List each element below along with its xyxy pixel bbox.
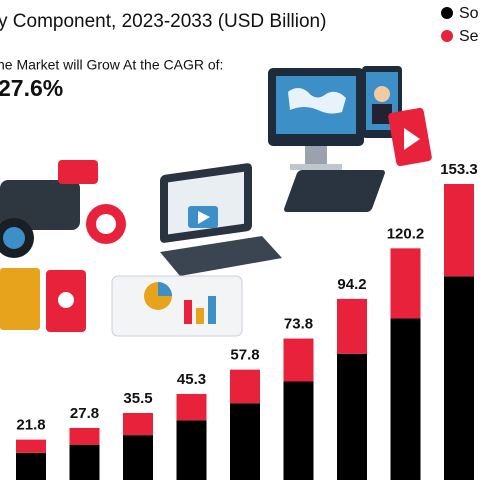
subtitle: he Market will Grow At the CAGR of: bbox=[0, 57, 223, 73]
total-label: 120.2 bbox=[387, 225, 425, 242]
bar-segment bbox=[176, 393, 207, 421]
total-label: 27.8 bbox=[70, 405, 99, 422]
bar-segment bbox=[69, 444, 100, 480]
bar-segment bbox=[123, 412, 153, 436]
total-label: 21.8 bbox=[16, 417, 45, 434]
cagr: 27.6% bbox=[0, 75, 63, 101]
total-label: 94.2 bbox=[337, 276, 366, 293]
bar-segment bbox=[230, 369, 260, 404]
bar-segment bbox=[444, 276, 474, 480]
bar-segment bbox=[230, 403, 260, 480]
bar-segment bbox=[390, 248, 421, 319]
chart-title: y Component, 2023-2033 (USD Billion) bbox=[0, 11, 326, 32]
total-label: 73.8 bbox=[284, 316, 313, 333]
legend-label: Se bbox=[459, 28, 479, 45]
bar-segment bbox=[283, 381, 314, 480]
legend-swatch bbox=[441, 30, 453, 42]
total-label: 153.3 bbox=[440, 161, 478, 178]
bar-segment bbox=[123, 435, 153, 480]
total-label: 45.3 bbox=[177, 371, 206, 388]
bar-segment bbox=[337, 298, 367, 354]
bar-segment bbox=[69, 427, 100, 445]
illustration bbox=[0, 66, 432, 337]
bar-segment bbox=[444, 184, 474, 277]
bar-segment bbox=[337, 353, 367, 480]
legend-label: So bbox=[459, 5, 479, 22]
bar-segment bbox=[16, 439, 46, 453]
bar-segment bbox=[283, 338, 314, 382]
bar-segment bbox=[176, 420, 207, 480]
legend-swatch bbox=[441, 7, 453, 19]
total-label: 57.8 bbox=[230, 347, 259, 364]
bar-segment bbox=[16, 452, 46, 480]
bar-segment bbox=[390, 318, 421, 480]
total-label: 35.5 bbox=[123, 390, 152, 407]
